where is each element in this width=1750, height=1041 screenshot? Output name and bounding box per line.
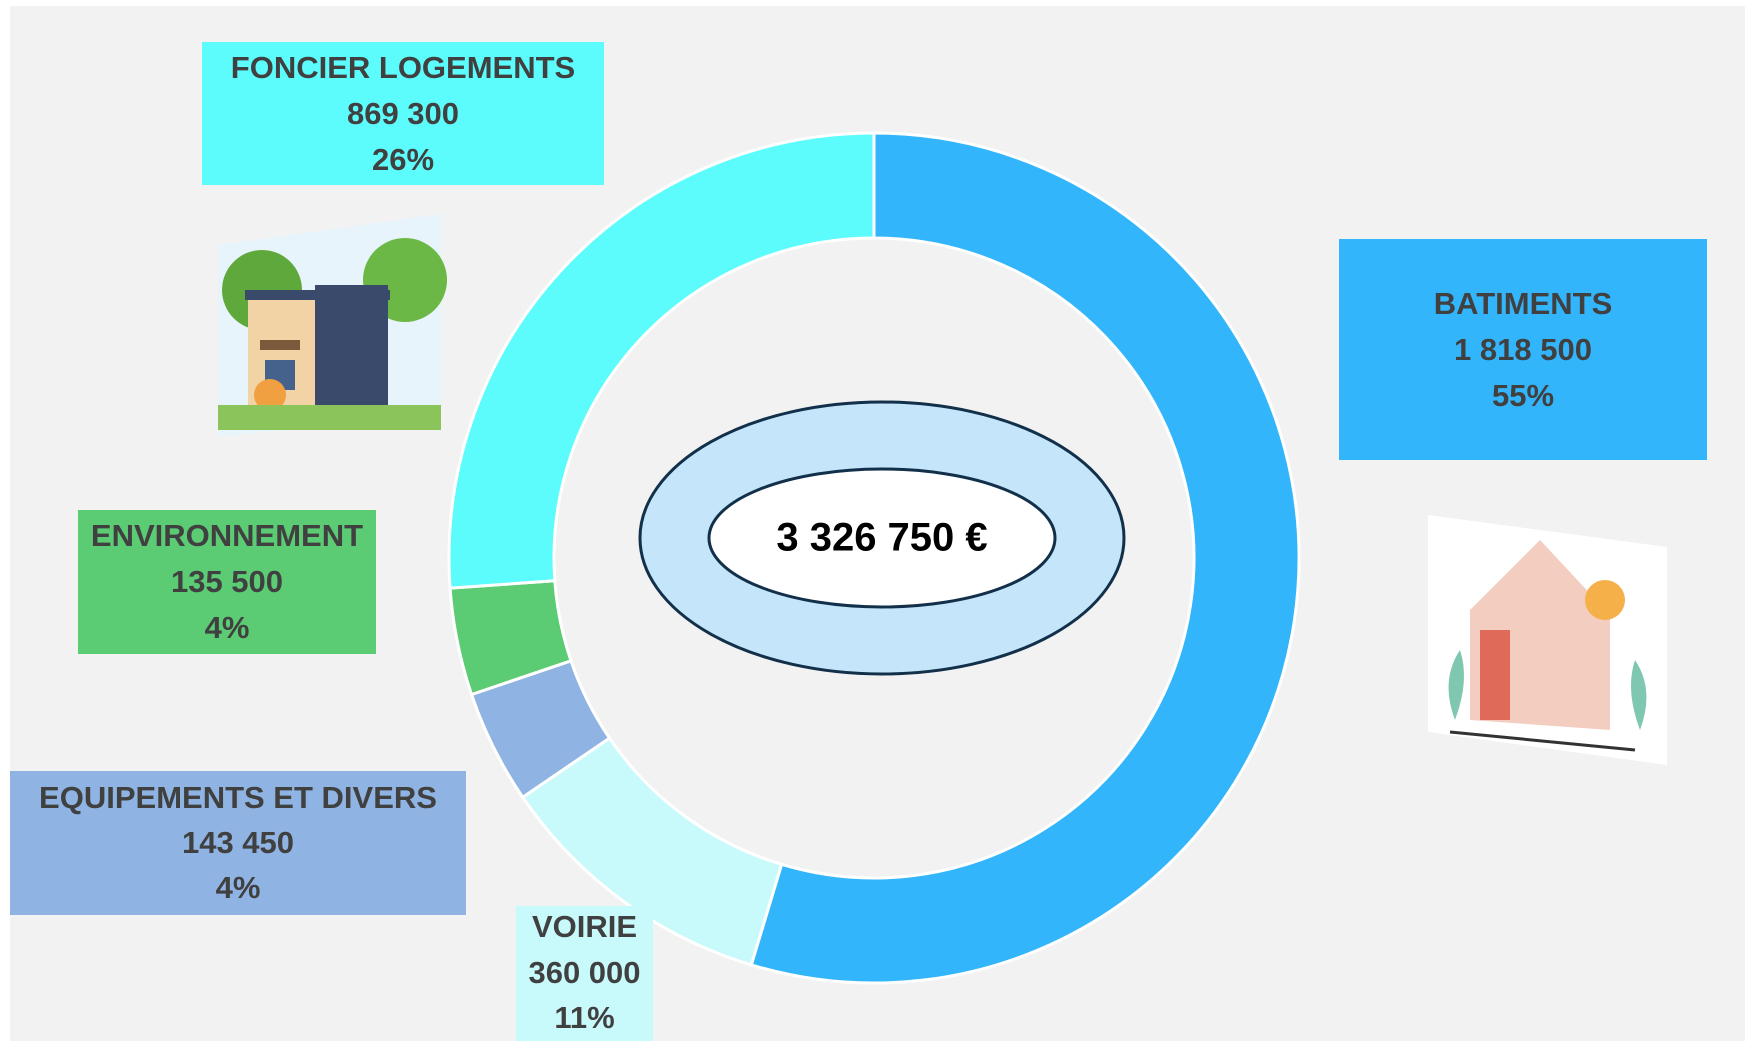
share-label: 55% — [1492, 378, 1554, 413]
renovation-illustration — [1428, 515, 1667, 765]
category-label: ENVIRONNEMENT — [91, 518, 363, 553]
construction-illustration — [218, 214, 447, 437]
value-label: 143 450 — [182, 825, 294, 860]
label-box — [1339, 239, 1707, 460]
label-box — [78, 510, 376, 654]
share-label: 4% — [205, 610, 250, 645]
share-label: 26% — [372, 142, 434, 177]
value-label: 360 000 — [528, 955, 640, 990]
label-box — [516, 906, 653, 1041]
value-label: 1 818 500 — [1454, 332, 1592, 367]
label-box — [10, 771, 466, 915]
value-label: 135 500 — [171, 564, 283, 599]
category-label: EQUIPEMENTS ET DIVERS — [39, 780, 437, 815]
category-label: FONCIER LOGEMENTS — [231, 50, 575, 85]
donut — [447, 131, 1301, 985]
value-label: 869 300 — [347, 96, 459, 131]
total-label: 3 326 750 € — [776, 516, 987, 560]
donut-slice — [447, 131, 876, 590]
label-box — [202, 42, 604, 185]
share-label: 4% — [216, 870, 261, 905]
total-inner-ellipse — [707, 467, 1057, 609]
category-label: BATIMENTS — [1434, 286, 1613, 321]
donut-slice — [749, 131, 1301, 985]
share-label: 11% — [554, 1000, 614, 1035]
labels: BATIMENTS 1 818 500 55% VOIRIE 360 000 11% EQU… — [10, 42, 1707, 1041]
category-label: VOIRIE — [532, 909, 637, 944]
